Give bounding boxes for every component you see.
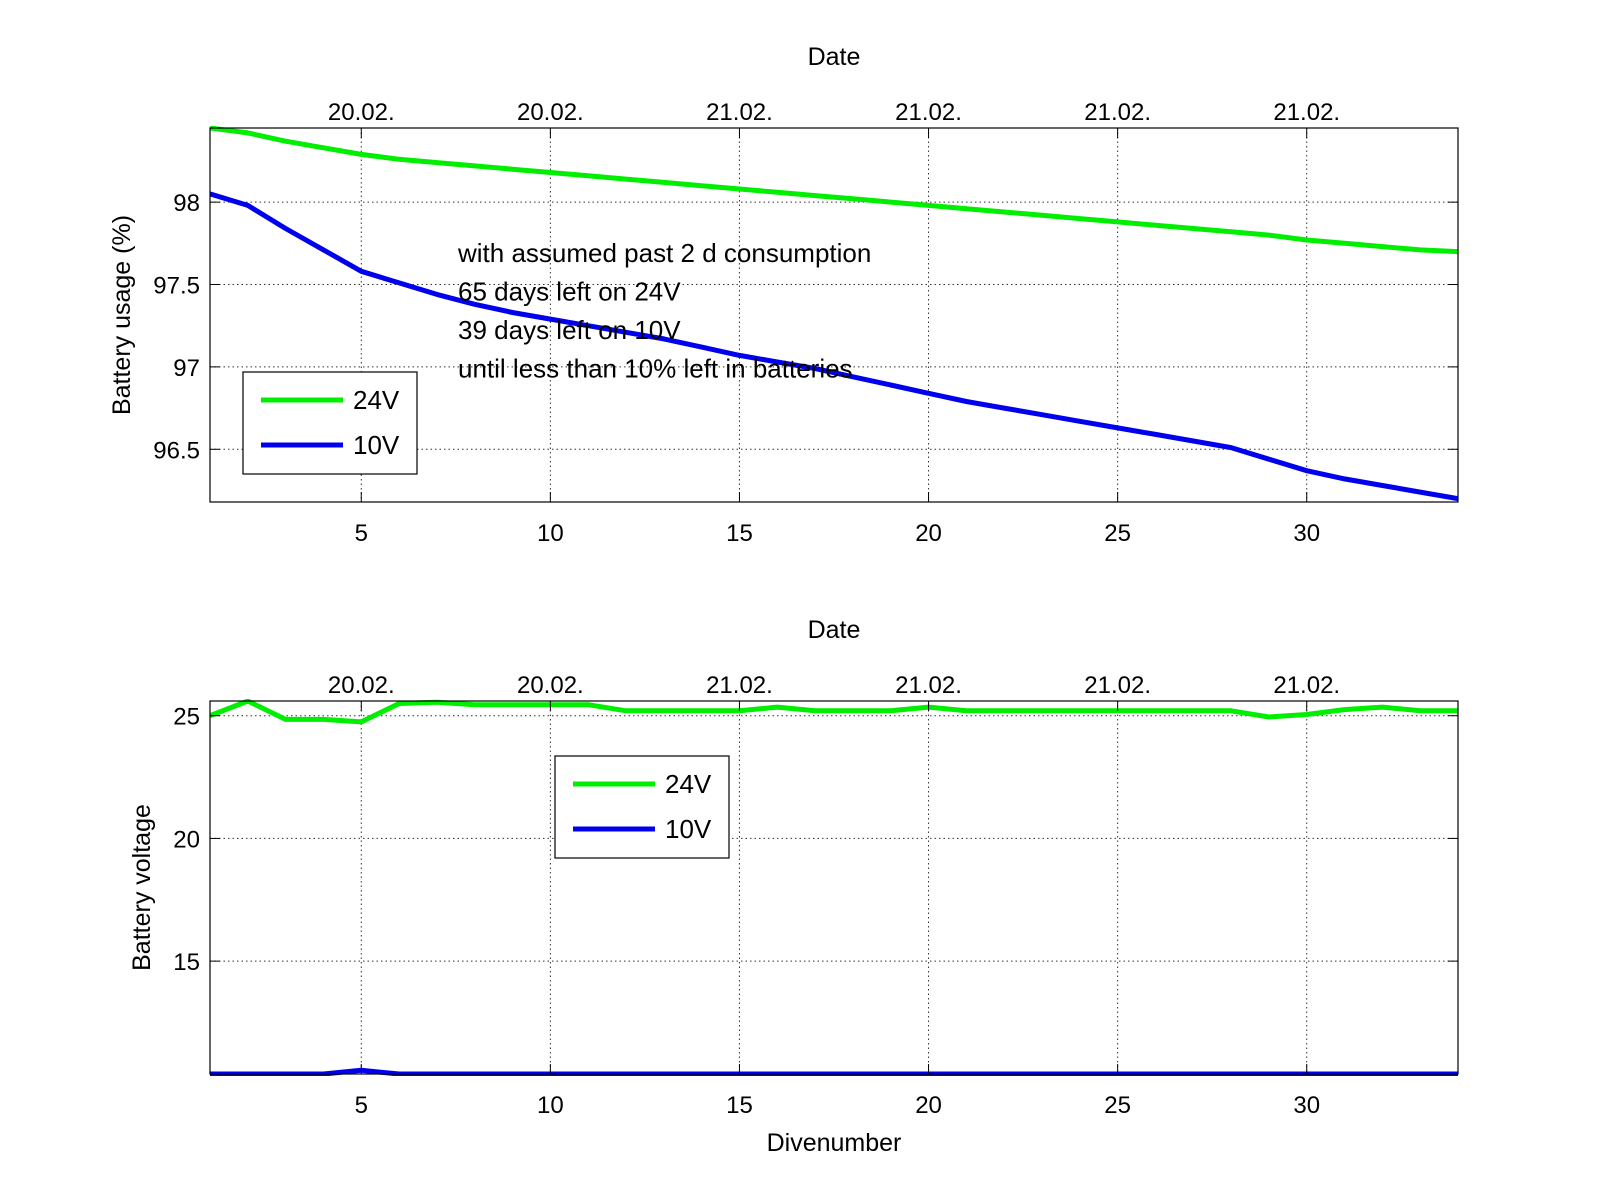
legend-label-10V: 10V bbox=[353, 430, 400, 460]
top-date-tick-label: 21.02. bbox=[1273, 672, 1340, 699]
y-tick-label: 97.5 bbox=[153, 273, 200, 300]
legend-label-24V: 24V bbox=[665, 769, 712, 799]
x-tick-label: 5 bbox=[355, 520, 368, 547]
annotation-line: 39 days left on 10V bbox=[458, 315, 681, 345]
annotation-line: 65 days left on 24V bbox=[458, 277, 681, 307]
series-line-10V bbox=[210, 191, 1458, 502]
legend: 24V 10V bbox=[242, 371, 418, 475]
x-tick-label: 30 bbox=[1293, 1092, 1320, 1119]
top-date-tick-label: 21.02. bbox=[895, 99, 962, 126]
y-tick-label: 97 bbox=[173, 355, 200, 382]
x-tick-label: 10 bbox=[537, 1092, 564, 1119]
top-axis-label: Date bbox=[808, 616, 861, 644]
top-date-tick-label: 20.02. bbox=[517, 672, 584, 699]
top-axis-label: Date bbox=[808, 43, 861, 71]
plot-area bbox=[210, 701, 1458, 1074]
y-axis-label: Battery usage (%) bbox=[108, 215, 136, 415]
x-tick-label: 10 bbox=[537, 520, 564, 547]
top-date-tick-label: 21.02. bbox=[1084, 672, 1151, 699]
y-tick-label: 20 bbox=[173, 826, 200, 853]
axes-frame bbox=[209, 127, 1459, 503]
legend-box bbox=[554, 755, 730, 859]
y-tick-label: 15 bbox=[173, 949, 200, 976]
legend-label-24V: 24V bbox=[353, 385, 400, 415]
x-tick-label: 30 bbox=[1293, 520, 1320, 547]
annotation-line: until less than 10% left in batteries bbox=[458, 354, 853, 384]
top-date-tick-label: 21.02. bbox=[895, 672, 962, 699]
x-tick-label: 25 bbox=[1104, 1092, 1131, 1119]
x-tick-label: 15 bbox=[726, 520, 753, 547]
plot-area bbox=[210, 128, 1458, 502]
y-tick-label: 96.5 bbox=[153, 437, 200, 464]
legend: 24V 10V bbox=[554, 755, 730, 859]
voltage-chart: 5 20.02. 10 20.02. 15 21.02. 20 21.02. 25 21.02. 3… bbox=[128, 616, 1459, 1157]
x-axis-label: Divenumber bbox=[767, 1129, 902, 1157]
top-date-tick-label: 21.02. bbox=[706, 672, 773, 699]
y-tick-label: 98 bbox=[173, 190, 200, 217]
top-date-tick-label: 21.02. bbox=[706, 99, 773, 126]
top-date-tick-label: 20.02. bbox=[517, 99, 584, 126]
top-date-tick-label: 20.02. bbox=[328, 672, 395, 699]
x-tick-label: 5 bbox=[355, 1092, 368, 1119]
legend-box bbox=[242, 371, 418, 475]
x-tick-label: 15 bbox=[726, 1092, 753, 1119]
y-axis-label: Battery voltage bbox=[128, 804, 156, 971]
legend-label-10V: 10V bbox=[665, 814, 712, 844]
series-line-24V bbox=[210, 126, 1458, 255]
annotation-line: with assumed past 2 d consumption bbox=[457, 238, 871, 268]
x-tick-label: 20 bbox=[915, 1092, 942, 1119]
axes-frame bbox=[209, 700, 1459, 1075]
y-tick-label: 25 bbox=[173, 704, 200, 731]
series-line-24V bbox=[210, 699, 1458, 725]
usage-chart: 5 20.02. 10 20.02. 15 21.02. 20 21.02. 25 21.02. 3… bbox=[108, 43, 1459, 547]
top-date-tick-label: 21.02. bbox=[1084, 99, 1151, 126]
x-tick-label: 20 bbox=[915, 520, 942, 547]
top-date-tick-label: 20.02. bbox=[328, 99, 395, 126]
top-date-tick-label: 21.02. bbox=[1273, 99, 1340, 126]
x-tick-label: 25 bbox=[1104, 520, 1131, 547]
